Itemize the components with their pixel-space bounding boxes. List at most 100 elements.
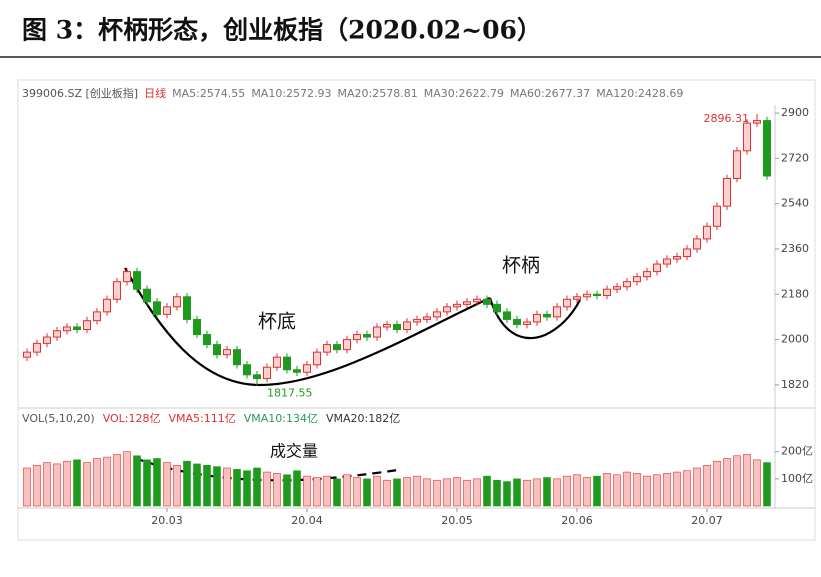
candle-body <box>723 177 731 207</box>
header-item: MA10:2572.93 <box>251 87 331 100</box>
volume-bar <box>603 473 611 507</box>
x-tick-label: 20.03 <box>151 514 183 527</box>
annotation: 杯底 <box>258 311 296 333</box>
y-tick-label: 2900 <box>781 106 809 119</box>
volume-bar <box>703 464 711 507</box>
candle-body <box>183 296 191 320</box>
candle-body <box>763 120 771 177</box>
candle-body <box>133 271 141 290</box>
x-tick-label: 20.06 <box>561 514 593 527</box>
volume-bar <box>293 470 301 507</box>
candle-body <box>433 311 441 318</box>
volume-bar <box>323 475 331 507</box>
volume-bar <box>223 467 231 507</box>
volume-bar <box>423 478 431 507</box>
high-label: 2896.31 <box>704 112 750 125</box>
header-item: MA5:2574.55 <box>172 87 245 100</box>
y-tick-label: 2720 <box>781 151 809 164</box>
volume-bar <box>73 459 81 507</box>
volume-header-item: VOL(5,10,20) <box>22 412 95 425</box>
candle-body <box>683 248 691 258</box>
candle-body <box>573 296 581 300</box>
volume-bar <box>143 459 151 507</box>
candle-body <box>743 122 751 152</box>
candle-body <box>53 330 61 338</box>
volume-bar <box>493 479 501 507</box>
volume-bar <box>413 475 421 507</box>
candle-body <box>353 334 361 341</box>
candle-body <box>253 374 261 380</box>
candle-body <box>633 276 641 283</box>
header-item: MA20:2578.81 <box>338 87 418 100</box>
header-item: MA120:2428.69 <box>596 87 683 100</box>
candle-body <box>463 301 471 305</box>
candle-body <box>143 288 151 303</box>
volume-bar <box>243 470 251 507</box>
candle-body <box>603 288 611 297</box>
volume-bar <box>543 477 551 507</box>
candle-body <box>693 238 701 250</box>
volume-tick-label: 100亿 <box>781 472 813 485</box>
candle-body <box>313 351 321 366</box>
candle-body <box>523 321 531 325</box>
candle-body <box>503 311 511 320</box>
candle-body <box>343 339 351 351</box>
candle-body <box>153 301 161 315</box>
volume-bar <box>713 460 721 507</box>
volume-bar <box>483 475 491 507</box>
volume-bar <box>53 463 61 507</box>
candle-body <box>583 293 591 298</box>
volume-header-item: VMA20:182亿 <box>326 412 400 425</box>
volume-bar <box>643 475 651 507</box>
candle-body <box>263 366 271 380</box>
volume-bar <box>393 478 401 507</box>
volume-bar <box>633 473 641 507</box>
volume-bar <box>363 478 371 507</box>
low-label: 1817.55 <box>267 386 313 399</box>
candle-body <box>403 321 411 330</box>
volume-bar <box>373 475 381 507</box>
volume-bar <box>723 458 731 507</box>
volume-bar <box>623 471 631 507</box>
volume-tick-label: 200亿 <box>781 445 813 458</box>
volume-bar <box>533 478 541 507</box>
candle-body <box>23 351 31 358</box>
volume-bar <box>463 479 471 507</box>
y-tick-label: 2540 <box>781 197 809 210</box>
y-tick-label: 2360 <box>781 242 809 255</box>
volume-bar <box>333 478 341 507</box>
panel <box>17 79 816 541</box>
y-tick-label: 2180 <box>781 287 809 300</box>
candle-body <box>623 281 631 288</box>
volume-bar <box>433 479 441 507</box>
candle-body <box>673 256 681 260</box>
candle-body <box>383 323 391 328</box>
header-item: MA30:2622.79 <box>424 87 504 100</box>
candle-body <box>63 326 71 332</box>
volume-bar <box>43 462 51 507</box>
volume-bar <box>763 462 771 507</box>
candle-body <box>103 298 111 313</box>
volume-bar <box>613 474 621 507</box>
volume-bar <box>353 477 361 507</box>
volume-bar <box>673 471 681 507</box>
volume-header-item: VMA10:134亿 <box>244 412 318 425</box>
chart-title: 图 3：杯柄形态，创业板指（2020.02~06） <box>22 16 542 45</box>
volume-bar <box>663 473 671 507</box>
candle-body <box>283 356 291 371</box>
candle-body <box>73 326 81 330</box>
volume-header-item: VOL:128亿 <box>103 412 161 425</box>
volume-bar <box>103 456 111 507</box>
volume-bar <box>513 478 521 507</box>
volume-bar <box>283 474 291 507</box>
candle-body <box>733 150 741 179</box>
volume-bar <box>313 477 321 507</box>
volume-bar <box>123 451 131 507</box>
candle-body <box>223 349 231 356</box>
volume-bar <box>113 454 121 507</box>
candle-body <box>323 344 331 353</box>
candle-body <box>303 364 311 373</box>
volume-bar <box>163 462 171 507</box>
candle-body <box>243 364 251 376</box>
candle-body <box>193 318 201 336</box>
